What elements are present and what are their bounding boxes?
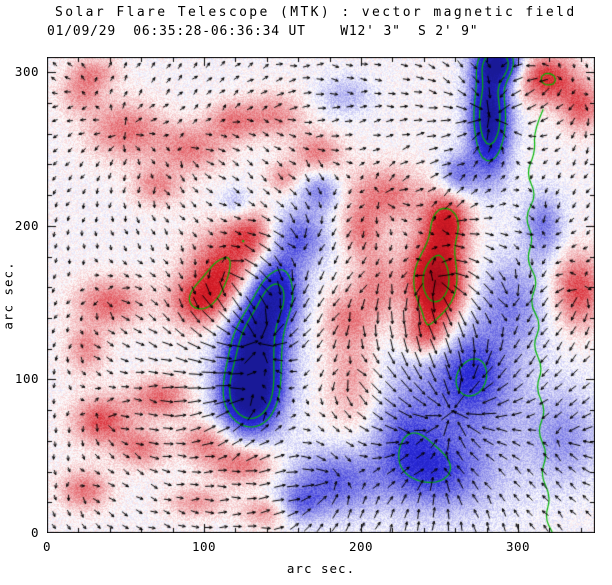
x-tick-label: 100 [191, 539, 217, 554]
figure-subtitle: 01/09/29 06:35:28-06:36:34 UT W12' 3" S … [47, 24, 479, 39]
y-axis-label: arc sec. [0, 260, 16, 330]
x-tick-label: 200 [348, 539, 374, 554]
y-axis-label-wrap: arc sec. [0, 57, 16, 533]
y-tick-label: 0 [30, 525, 39, 540]
x-tick-label: 0 [42, 539, 52, 554]
y-tick-label: 200 [14, 217, 39, 233]
x-tick-label: 300 [506, 539, 531, 554]
magnetogram-plot-canvas [47, 57, 595, 533]
x-axis-label: arc sec. [286, 561, 356, 576]
y-tick-label: 300 [14, 64, 39, 80]
figure-title: Solar Flare Telescope (MTK) : vector mag… [55, 5, 577, 20]
y-tick-label: 100 [14, 371, 39, 387]
